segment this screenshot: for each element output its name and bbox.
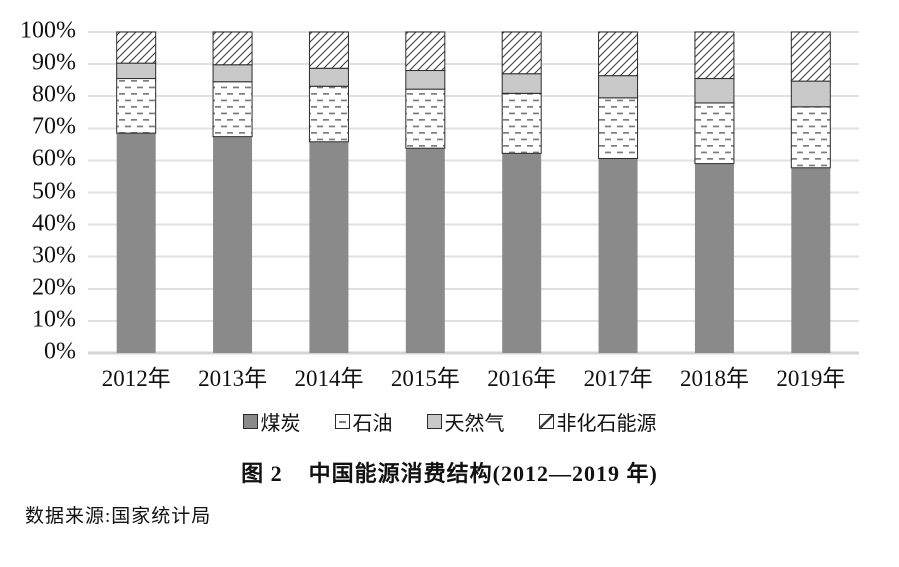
y-tick-label: 60% xyxy=(32,145,76,172)
bar-segment-石油 xyxy=(405,88,446,149)
x-tick-label: 2015年 xyxy=(390,366,460,391)
bar-segment-天然气 xyxy=(405,70,446,90)
bar-segment-非化石能源 xyxy=(694,31,735,80)
bar-2012年 xyxy=(116,31,157,353)
y-tick-label: 30% xyxy=(32,242,76,269)
y-tick-label: 40% xyxy=(32,210,76,237)
bar-segment-天然气 xyxy=(308,67,349,87)
bar-segment-石油 xyxy=(790,106,831,169)
bar-segment-天然气 xyxy=(501,73,542,94)
legend-label: 煤炭 xyxy=(260,413,301,435)
y-tick-label: 80% xyxy=(32,81,76,108)
bar-2019年 xyxy=(790,31,831,353)
bar-segment-天然气 xyxy=(790,80,831,108)
bar-segment-天然气 xyxy=(212,64,253,83)
figure-number: 图 2 xyxy=(241,461,283,486)
x-tick-label: 2014年 xyxy=(294,366,364,391)
figure-title: 图 2 中国能源消费结构(2012—2019 年) xyxy=(0,456,899,488)
y-tick-label: 0% xyxy=(44,338,76,365)
legend-item-煤炭: 煤炭 xyxy=(242,407,301,436)
bar-2013年 xyxy=(212,31,253,353)
bar-2015年 xyxy=(405,31,446,353)
bar-segment-煤炭 xyxy=(598,158,638,353)
bar-segment-煤炭 xyxy=(694,163,734,353)
legend-label: 非化石能源 xyxy=(556,413,657,435)
bar-segment-石油 xyxy=(694,102,735,165)
plot-area xyxy=(88,31,859,355)
legend-label: 天然气 xyxy=(444,413,505,435)
y-tick-label: 90% xyxy=(32,49,76,76)
x-tick-label: 2019年 xyxy=(776,366,846,391)
bar-2016年 xyxy=(501,31,542,353)
x-tick-label: 2016年 xyxy=(487,366,557,391)
bar-segment-非化石能源 xyxy=(790,31,831,82)
legend-label: 石油 xyxy=(352,413,393,435)
stacked-bar-chart xyxy=(88,31,859,355)
bar-segment-天然气 xyxy=(694,78,735,104)
bar-segment-天然气 xyxy=(598,75,639,99)
legend-swatch xyxy=(426,414,442,429)
bar-segment-石油 xyxy=(598,97,639,159)
bar-2017年 xyxy=(598,31,639,353)
legend-swatch xyxy=(334,414,350,429)
y-axis-labels: 0% 10% 20% 30% 40% 50% 60% 70% 80% 90% 100% xyxy=(0,0,82,400)
bar-segment-煤炭 xyxy=(116,133,156,353)
y-tick-label: 50% xyxy=(32,177,76,204)
y-tick-label: 100% xyxy=(20,17,76,44)
legend-swatch xyxy=(242,414,258,429)
legend-item-石油: 石油 xyxy=(334,407,393,436)
bar-segment-非化石能源 xyxy=(308,31,349,69)
legend: 煤炭 石油 天然气 非化石能源 xyxy=(0,407,899,436)
bar-segment-非化石能源 xyxy=(212,31,253,66)
bar-segment-非化石能源 xyxy=(598,31,639,77)
bar-segment-非化石能源 xyxy=(501,31,542,75)
bar-segment-非化石能源 xyxy=(405,31,446,72)
bar-segment-煤炭 xyxy=(213,136,253,353)
x-tick-label: 2017年 xyxy=(583,366,653,391)
y-tick-label: 20% xyxy=(32,274,76,301)
bar-2018年 xyxy=(694,31,735,353)
bar-segment-煤炭 xyxy=(502,153,542,353)
legend-item-非化石能源: 非化石能源 xyxy=(538,407,657,436)
bar-segment-石油 xyxy=(308,85,349,143)
bar-2014年 xyxy=(308,31,349,353)
data-source: 数据来源:国家统计局 xyxy=(25,506,212,527)
bar-segment-非化石能源 xyxy=(116,31,157,64)
figure-title-text: 中国能源消费结构(2012—2019 年) xyxy=(308,461,658,486)
bar-segment-煤炭 xyxy=(405,148,445,353)
bar-segment-石油 xyxy=(116,78,157,134)
bar-segment-煤炭 xyxy=(791,167,831,353)
x-tick-label: 2018年 xyxy=(679,366,749,391)
x-axis-labels: 2012年 2013年 2014年 2015年 2016年 2017年 2018年 2019年 xyxy=(88,359,859,393)
y-tick-label: 10% xyxy=(32,306,76,333)
legend-item-天然气: 天然气 xyxy=(426,407,505,436)
x-tick-label: 2013年 xyxy=(198,366,268,391)
bar-segment-石油 xyxy=(212,81,253,138)
bar-segment-煤炭 xyxy=(309,141,349,353)
bar-segment-石油 xyxy=(501,92,542,154)
y-tick-label: 70% xyxy=(32,113,76,140)
bar-segment-天然气 xyxy=(116,62,157,80)
x-tick-label: 2012年 xyxy=(101,366,171,391)
legend-swatch xyxy=(538,414,554,429)
